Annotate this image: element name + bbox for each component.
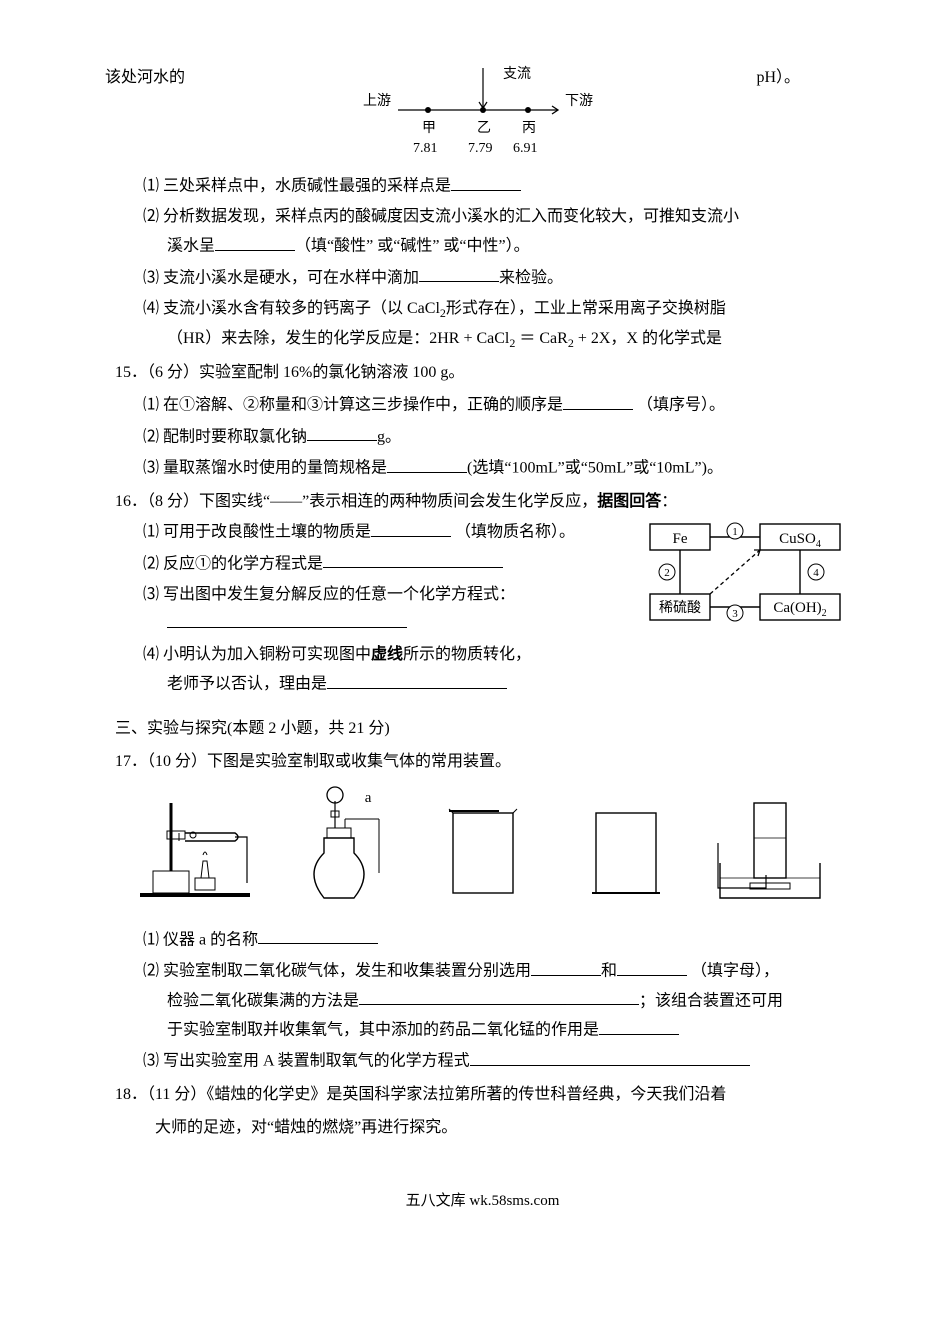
q17-s2e: ；该组合装置还可用 (639, 992, 783, 1009)
q16-s4b: 虚线 (371, 646, 403, 663)
q16-head-b: 据图回答 (597, 493, 661, 510)
blank (451, 172, 521, 191)
q15-s3: ⑶ 量取蒸馏水时使用的量筒规格是 (选填“100mL”或“50mL”或“10mL”… (143, 454, 850, 483)
q17-s1-text: ⑴ 仪器 a 的名称 (143, 931, 258, 948)
q14-s3: ⑶ 支流小溪水是硬水，可在水样中滴加 来检验。 (143, 264, 850, 293)
q16-s4a: ⑷ 小明认为加入铜粉可实现图中 (143, 646, 371, 663)
q14-s4: ⑷ 支流小溪水含有较多的钙离子（以 CaCl2形式存在），工业上常采用离子交换树… (143, 295, 850, 355)
q14-s4b3: + 2X，X 的化学式是 (574, 330, 722, 347)
apparatus-a (135, 783, 255, 924)
svg-text:Fe: Fe (673, 531, 688, 547)
blank (258, 926, 378, 945)
ph-jia: 7.81 (413, 141, 438, 156)
q17-s2: ⑵ 实验室制取二氧化碳气体，发生和收集装置分别选用 和 （填字母）， 检验二氧化碳… (143, 957, 850, 1045)
q14-s4b2: ＝ CaR (515, 330, 567, 347)
q14-s4b: （HR）来去除，发生的化学反应是：2HR + CaCl (167, 330, 509, 347)
q17-s2f: 于实验室制取并收集氧气，其中添加的药品二氧化锰的作用是 (167, 1022, 599, 1039)
q14-s1: ⑴ 三处采样点中，水质碱性最强的采样点是 (143, 172, 850, 201)
q16-s2-text: ⑵ 反应①的化学方程式是 (143, 555, 323, 572)
q15-head: 15．（6 分）实验室配制 16%的氯化钠溶液 100 g。 (115, 359, 850, 388)
river-diagram: 支流 上游 下游 甲 乙 丙 7.81 7.79 6.91 (333, 60, 633, 170)
footer: 五八文库 wk.58sms.com (115, 1188, 850, 1215)
apparatus-d (566, 783, 686, 924)
apparatus-e (710, 783, 830, 924)
q18-head: 18．（11 分）《蜡烛的化学史》是英国科学家法拉第所著的传世科普经典，今天我们… (115, 1081, 850, 1110)
q14-s4a2: 形式存在），工业上常采用离子交换树脂 (446, 300, 726, 317)
zhiliu-label: 支流 (503, 66, 531, 82)
q14-s2b: 溪水呈 (167, 238, 215, 255)
q16-head-c: ： (661, 493, 677, 510)
label-a: a (365, 785, 372, 812)
apparatus-c (423, 783, 543, 924)
q16-s1a: ⑴ 可用于改良酸性土壤的物质是 (143, 524, 371, 541)
ph-yi: 7.79 (468, 141, 493, 156)
svg-text:Ca(OH)2: Ca(OH)2 (773, 600, 826, 619)
blank (387, 454, 467, 473)
q14-s4a: ⑷ 支流小溪水含有较多的钙离子（以 CaCl (143, 300, 440, 317)
blank (599, 1016, 679, 1035)
q16-s4c: 所示的物质转化， (403, 646, 531, 663)
blank (167, 610, 407, 629)
top-row: 该处河水的 pH）。 支流 上游 下游 甲 乙 丙 7.81 7.79 6.91 (115, 60, 850, 170)
q15-s3a: ⑶ 量取蒸馏水时使用的量筒规格是 (143, 460, 387, 477)
shangyou-label: 上游 (363, 93, 391, 109)
apparatus-b: a (279, 783, 399, 924)
q15-s3b: (选填“100mL”或“50mL”或“10mL”)。 (467, 460, 723, 477)
top-left-text: 该处河水的 (105, 64, 185, 93)
svg-text:稀硫酸: 稀硫酸 (659, 600, 701, 616)
blank (307, 423, 377, 442)
q17-s3: ⑶ 写出实验室用 A 装置制取氧气的化学方程式 (143, 1047, 850, 1076)
q17-s2d: 检验二氧化碳集满的方法是 (167, 992, 359, 1009)
q17-s2b: 和 (601, 963, 617, 980)
q14-s2: ⑵ 分析数据发现，采样点丙的酸碱度因支流小溪水的汇入而变化较大，可推知支流小 溪… (143, 203, 850, 261)
q17-s1: ⑴ 仪器 a 的名称 (143, 926, 850, 955)
q16-head-a: 16．（8 分）下图实线“——”表示相连的两种物质间会发生化学反应， (115, 493, 597, 510)
svg-text:4: 4 (813, 567, 819, 579)
q16-s4d: 老师予以否认，理由是 (167, 676, 327, 693)
top-right-text: pH）。 (756, 64, 800, 93)
blank (323, 550, 503, 569)
blank (563, 391, 633, 410)
q17-s2c: （填字母）， (691, 963, 779, 980)
q15-s2: ⑵ 配制时要称取氯化钠 g。 (143, 423, 850, 452)
svg-text:1: 1 (732, 526, 738, 538)
q15-s2b: g。 (377, 428, 401, 445)
q15-s1b: （填序号）。 (637, 397, 725, 414)
q17-s2a: ⑵ 实验室制取二氧化碳气体，发生和收集装置分别选用 (143, 963, 531, 980)
blank (215, 232, 295, 251)
q16: 16．（8 分）下图实线“——”表示相连的两种物质间会发生化学反应，据图回答： … (115, 488, 850, 702)
blank (531, 957, 601, 976)
section3-title: 三、实验与探究(本题 2 小题，共 21 分) (115, 715, 850, 744)
bing-label: 丙 (522, 121, 536, 136)
svg-text:CuSO4: CuSO4 (779, 531, 821, 550)
q16-s3-text: ⑶ 写出图中发生复分解反应的任意一个化学方程式： (143, 586, 515, 603)
jia-label: 甲 (422, 121, 436, 136)
q17-head: 17．（10 分）下图是实验室制取或收集气体的常用装置。 (115, 748, 850, 777)
apparatus-row: a (135, 783, 830, 924)
q14-s2c: （填“酸性” 或“碱性” 或“中性”）。 (295, 238, 530, 255)
xiayou-label: 下游 (565, 93, 593, 109)
q16-s1b: （填物质名称）。 (455, 524, 575, 541)
yi-label: 乙 (477, 120, 491, 136)
blank (371, 518, 451, 537)
ph-bing: 6.91 (513, 141, 538, 156)
q14-s3a: ⑶ 支流小溪水是硬水，可在水样中滴加 (143, 269, 419, 286)
q17-s3-text: ⑶ 写出实验室用 A 装置制取氧气的化学方程式 (143, 1053, 470, 1070)
reaction-diagram: Fe CuSO4 稀硫酸 Ca(OH)2 1 2 3 4 (640, 516, 850, 642)
q14-s1-text: ⑴ 三处采样点中，水质碱性最强的采样点是 (143, 178, 451, 195)
q15-s1: ⑴ 在①溶解、②称量和③计算这三步操作中，正确的顺序是 （填序号）。 (143, 391, 850, 420)
svg-text:3: 3 (732, 608, 738, 620)
blank (419, 264, 499, 283)
blank (617, 957, 687, 976)
q15-s1a: ⑴ 在①溶解、②称量和③计算这三步操作中，正确的顺序是 (143, 397, 563, 414)
q14-s3b: 来检验。 (499, 269, 563, 286)
q14-s2a: ⑵ 分析数据发现，采样点丙的酸碱度因支流小溪水的汇入而变化较大，可推知支流小 (143, 208, 739, 225)
blank (359, 987, 639, 1006)
svg-text:2: 2 (664, 567, 670, 579)
blank (470, 1047, 750, 1066)
q16-s4: ⑷ 小明认为加入铜粉可实现图中虚线所示的物质转化， 老师予以否认，理由是 (143, 641, 850, 699)
blank (327, 670, 507, 689)
q18-cont: 大师的足迹，对“蜡烛的燃烧”再进行探究。 (155, 1114, 850, 1143)
q15-s2a: ⑵ 配制时要称取氯化钠 (143, 428, 307, 445)
